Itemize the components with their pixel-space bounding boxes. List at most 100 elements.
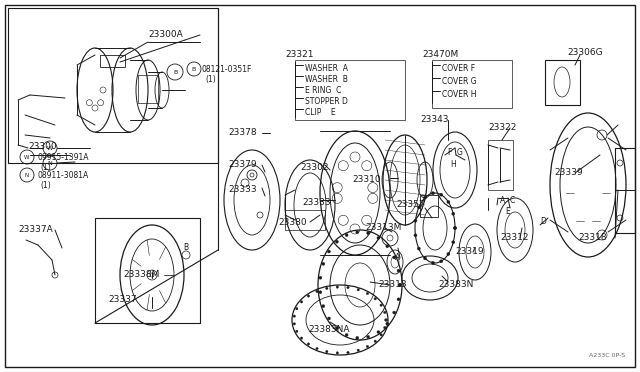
Bar: [488, 140, 513, 190]
Bar: [420, 195, 438, 217]
Text: E: E: [505, 207, 509, 216]
Circle shape: [300, 337, 303, 339]
Text: 23321: 23321: [285, 50, 314, 59]
Text: 08121-0351F: 08121-0351F: [202, 65, 252, 74]
Text: W: W: [24, 155, 29, 160]
Circle shape: [316, 290, 318, 293]
Circle shape: [385, 319, 387, 321]
Circle shape: [447, 253, 450, 256]
Circle shape: [300, 301, 303, 303]
Circle shape: [356, 336, 359, 339]
Circle shape: [335, 240, 339, 243]
Circle shape: [440, 260, 443, 263]
Circle shape: [452, 212, 455, 215]
Circle shape: [328, 250, 330, 253]
Text: 23300A: 23300A: [148, 30, 183, 39]
Circle shape: [386, 245, 389, 248]
Circle shape: [347, 286, 349, 289]
Text: G: G: [457, 148, 463, 157]
Circle shape: [431, 261, 435, 264]
Text: 23383N: 23383N: [438, 280, 474, 289]
Circle shape: [307, 343, 310, 345]
Text: 23302: 23302: [300, 163, 328, 172]
Circle shape: [414, 234, 417, 237]
Circle shape: [393, 311, 396, 314]
Text: 23318: 23318: [578, 233, 607, 242]
Circle shape: [454, 227, 456, 230]
Text: STOPPER D: STOPPER D: [305, 97, 348, 106]
Circle shape: [440, 193, 443, 196]
Text: 23319: 23319: [455, 247, 484, 256]
Circle shape: [397, 269, 400, 272]
Bar: [615, 148, 635, 233]
Text: F: F: [447, 148, 451, 157]
Text: 23379: 23379: [228, 160, 257, 169]
Text: 23310: 23310: [352, 175, 381, 184]
Circle shape: [399, 283, 401, 286]
Text: C: C: [510, 196, 515, 205]
Text: 23312: 23312: [500, 233, 529, 242]
Text: 23378: 23378: [228, 128, 257, 137]
Text: 23338M: 23338M: [123, 270, 159, 279]
Circle shape: [374, 298, 376, 300]
Bar: [545, 60, 580, 105]
Circle shape: [326, 287, 328, 289]
Bar: [432, 60, 512, 108]
Text: B: B: [173, 70, 177, 75]
Text: B: B: [192, 67, 196, 72]
Circle shape: [383, 326, 386, 329]
Text: 23333: 23333: [302, 198, 331, 207]
Text: COVER F: COVER F: [442, 64, 475, 73]
Circle shape: [357, 289, 360, 291]
Circle shape: [316, 347, 318, 350]
Bar: [295, 60, 405, 120]
Text: 23383NA: 23383NA: [308, 325, 349, 334]
Circle shape: [328, 317, 330, 320]
Circle shape: [377, 331, 380, 334]
Text: (1): (1): [40, 181, 51, 190]
Text: 23313M: 23313M: [365, 223, 401, 232]
Text: 23470M: 23470M: [422, 50, 458, 59]
Circle shape: [377, 237, 380, 240]
Text: A233C 0P-S: A233C 0P-S: [589, 353, 625, 358]
Circle shape: [380, 334, 382, 336]
Circle shape: [366, 292, 369, 295]
Text: 23322: 23322: [488, 123, 516, 132]
Circle shape: [322, 262, 325, 265]
Bar: [138, 75, 158, 103]
Circle shape: [454, 227, 456, 230]
Circle shape: [335, 327, 339, 330]
Circle shape: [386, 322, 389, 325]
Text: 23343: 23343: [420, 115, 449, 124]
Text: 23333: 23333: [228, 185, 257, 194]
Text: B: B: [183, 243, 188, 252]
Circle shape: [326, 350, 328, 353]
Text: 23339: 23339: [554, 168, 582, 177]
Circle shape: [293, 323, 296, 325]
Circle shape: [424, 196, 426, 199]
Circle shape: [293, 315, 296, 317]
Bar: [8, 8, 218, 163]
Text: 23380: 23380: [278, 218, 307, 227]
Circle shape: [383, 311, 386, 314]
Circle shape: [296, 308, 298, 310]
Circle shape: [296, 330, 298, 333]
Circle shape: [345, 333, 348, 336]
Text: COVER H: COVER H: [442, 90, 477, 99]
Text: D: D: [540, 217, 546, 226]
Circle shape: [367, 232, 370, 235]
Circle shape: [374, 340, 376, 342]
Circle shape: [417, 247, 420, 250]
Text: WASHER  A: WASHER A: [305, 64, 348, 73]
Text: N: N: [25, 173, 29, 178]
Circle shape: [417, 206, 420, 209]
Circle shape: [380, 304, 382, 307]
Circle shape: [424, 257, 426, 260]
Circle shape: [322, 305, 325, 308]
Circle shape: [336, 352, 339, 354]
Text: CLIP    E: CLIP E: [305, 108, 335, 117]
Circle shape: [447, 201, 450, 203]
Circle shape: [397, 298, 400, 301]
Text: 23357: 23357: [396, 200, 424, 209]
Circle shape: [431, 192, 435, 195]
